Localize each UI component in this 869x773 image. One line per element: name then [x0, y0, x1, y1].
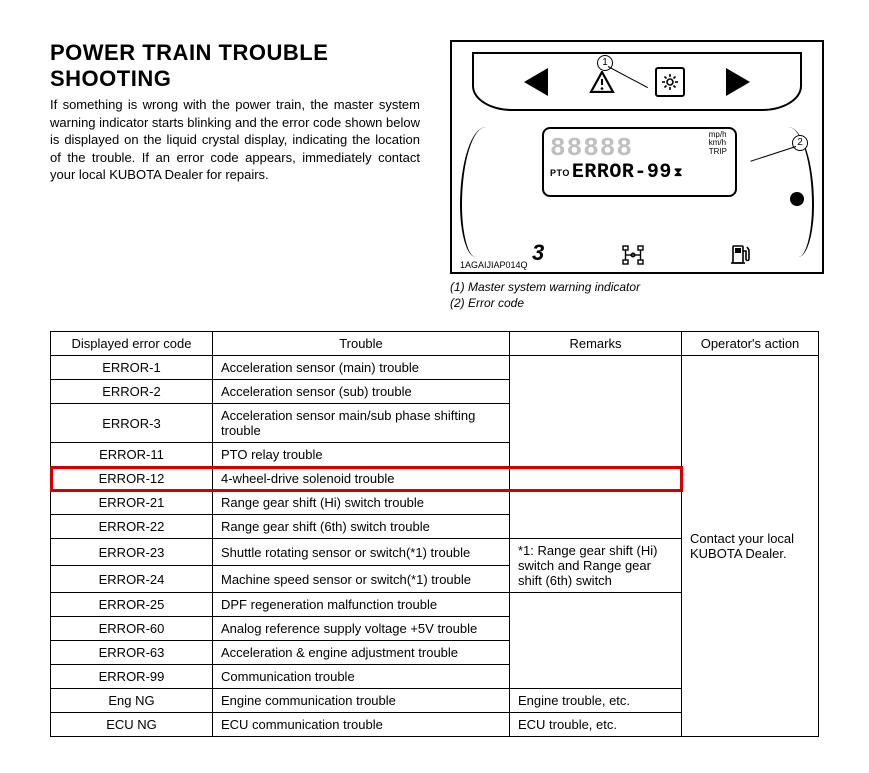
settings-gear-icon [655, 67, 685, 97]
cell-remarks-blank [510, 593, 682, 689]
cell-code: ERROR-22 [51, 515, 213, 539]
diagram-reference: 1AGAIJIAP014Q [458, 260, 530, 270]
diagram-legend: (1) Master system warning indicator (2) … [450, 280, 824, 311]
cell-remarks: ECU trouble, etc. [510, 713, 682, 737]
cell-trouble: Acceleration sensor main/sub phase shift… [213, 404, 510, 443]
fuel-pump-icon [730, 243, 752, 268]
lcd-display: 88888 mp/h km/h TRIP PTO ERROR-99 ⧗ [542, 127, 737, 197]
table-body: ERROR-1Acceleration sensor (main) troubl… [51, 356, 819, 737]
cell-code: ERROR-63 [51, 641, 213, 665]
indicator-dot [790, 192, 804, 206]
error-table-wrap: Displayed error code Trouble Remarks Ope… [50, 331, 819, 737]
hourglass-icon: ⧗ [674, 166, 683, 180]
cell-action: Contact your local KUBOTA Dealer. [682, 356, 819, 737]
cell-trouble: Shuttle rotating sensor or switch(*1) tr… [213, 539, 510, 566]
cell-trouble: Range gear shift (Hi) switch trouble [213, 491, 510, 515]
cell-trouble: Acceleration & engine adjustment trouble [213, 641, 510, 665]
unit-labels: mp/h km/h TRIP [709, 131, 727, 156]
cell-trouble: Engine communication trouble [213, 689, 510, 713]
cell-remarks-note: *1: Range gear shift (Hi) switch and Ran… [510, 539, 682, 593]
cell-code: ECU NG [51, 713, 213, 737]
table-header-row: Displayed error code Trouble Remarks Ope… [51, 332, 819, 356]
gauge-three: 3 [532, 240, 544, 266]
cell-code: Eng NG [51, 689, 213, 713]
text-column: POWER TRAIN TROUBLE SHOOTING If somethin… [50, 40, 420, 311]
lcd-top-row: 88888 mp/h km/h TRIP [550, 133, 729, 161]
cell-trouble: 4-wheel-drive solenoid trouble [213, 467, 510, 491]
col-remarks: Remarks [510, 332, 682, 356]
cell-code: ERROR-11 [51, 443, 213, 467]
cell-code: ERROR-1 [51, 356, 213, 380]
lcd-bottom-row: PTO ERROR-99 ⧗ [550, 161, 729, 184]
cell-trouble: Acceleration sensor (main) trouble [213, 356, 510, 380]
legend-line-1: (1) Master system warning indicator [450, 280, 824, 296]
cell-code: ERROR-23 [51, 539, 213, 566]
cell-code: ERROR-99 [51, 665, 213, 689]
cell-trouble: Communication trouble [213, 665, 510, 689]
cell-remarks: Engine trouble, etc. [510, 689, 682, 713]
col-code: Displayed error code [51, 332, 213, 356]
table-row: ERROR-1Acceleration sensor (main) troubl… [51, 356, 819, 380]
cell-code: ERROR-25 [51, 593, 213, 617]
col-action: Operator's action [682, 332, 819, 356]
cell-code: ERROR-24 [51, 566, 213, 593]
callout-2: 2 [792, 134, 808, 151]
diagram-column: 1 88888 mp/h km/h TRIP PTO ERROR-99 ⧗ 2 [450, 40, 824, 311]
turn-right-icon [726, 68, 750, 96]
col-trouble: Trouble [213, 332, 510, 356]
cell-code: ERROR-3 [51, 404, 213, 443]
cell-trouble: Analog reference supply voltage +5V trou… [213, 617, 510, 641]
cell-trouble: Machine speed sensor or switch(*1) troub… [213, 566, 510, 593]
warning-triangle-icon [589, 71, 615, 93]
cell-code: ERROR-2 [51, 380, 213, 404]
turn-left-icon [524, 68, 548, 96]
cell-trouble: DPF regeneration malfunction trouble [213, 593, 510, 617]
cell-remarks-blank [510, 356, 682, 539]
cell-trouble: Range gear shift (6th) switch trouble [213, 515, 510, 539]
cell-code: ERROR-12 [51, 467, 213, 491]
dashboard-diagram: 1 88888 mp/h km/h TRIP PTO ERROR-99 ⧗ 2 [450, 40, 824, 274]
cell-trouble: PTO relay trouble [213, 443, 510, 467]
cell-trouble: ECU communication trouble [213, 713, 510, 737]
cell-code: ERROR-60 [51, 617, 213, 641]
cell-trouble: Acceleration sensor (sub) trouble [213, 380, 510, 404]
legend-line-2: (2) Error code [450, 296, 824, 312]
cell-code: ERROR-21 [51, 491, 213, 515]
top-section: POWER TRAIN TROUBLE SHOOTING If somethin… [50, 40, 819, 311]
page-heading: POWER TRAIN TROUBLE SHOOTING [50, 40, 420, 92]
ghost-digits: 88888 [550, 133, 633, 163]
pto-label: PTO [550, 168, 570, 178]
gauge-curve-left [460, 127, 512, 257]
intro-paragraph: If something is wrong with the power tra… [50, 96, 420, 184]
error-table: Displayed error code Trouble Remarks Ope… [50, 331, 819, 737]
axle-icon [622, 245, 644, 270]
error-text: ERROR-99 [572, 161, 672, 184]
